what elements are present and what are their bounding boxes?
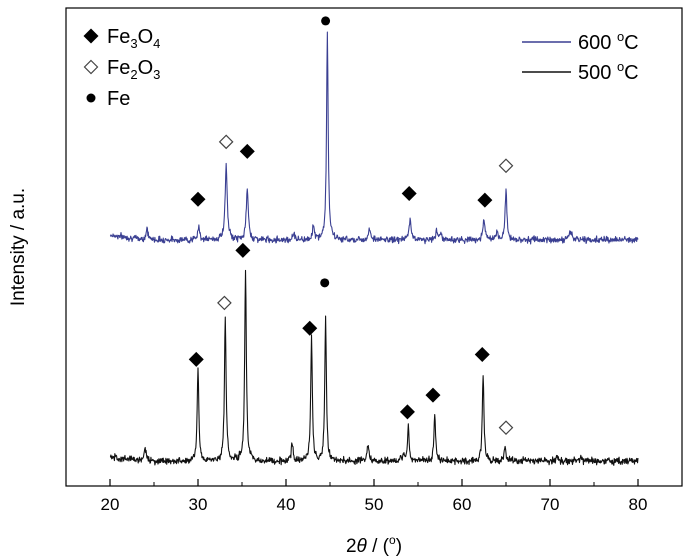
fe3o4-marker xyxy=(239,143,255,159)
legend-symbol-fe3o4 xyxy=(83,28,99,44)
fe3o4-marker xyxy=(425,387,441,403)
y-axis-title: Intensity / a.u. xyxy=(8,188,29,306)
fe3o4-marker xyxy=(188,351,204,367)
legend-label-fe: Fe xyxy=(107,88,130,110)
fe2o3-marker xyxy=(217,295,232,311)
x-tick-label: 70 xyxy=(541,495,560,514)
fe2o3-marker xyxy=(498,420,514,436)
x-tick-label: 50 xyxy=(365,495,384,514)
legend-label-600c: 600 oC xyxy=(578,29,639,54)
x-axis-title-var: 2 xyxy=(346,536,357,557)
x-axis-title-unit: o xyxy=(389,533,396,547)
legend-symbol-fe2o3 xyxy=(83,59,99,75)
fe3o4-marker xyxy=(302,320,318,336)
legend-label-fe2o3: Fe2O3 xyxy=(107,57,160,82)
phase-legend: Fe3O4 Fe2O3 Fe xyxy=(83,26,160,110)
series-line-600c xyxy=(109,31,639,245)
fe3o4-marker xyxy=(190,191,206,207)
fe3o4-marker xyxy=(235,242,251,258)
plot-area xyxy=(109,31,639,466)
fe3o4-marker xyxy=(401,185,417,201)
x-tick-label: 20 xyxy=(101,495,120,514)
phase-markers xyxy=(188,16,514,436)
legend-symbol-fe xyxy=(86,93,96,103)
x-tick-label: 40 xyxy=(277,495,296,514)
fe-marker xyxy=(320,278,330,288)
series-legend: 600 oC 500 oC xyxy=(522,29,639,84)
fe-marker xyxy=(321,16,331,26)
x-tick-label: 30 xyxy=(189,495,208,514)
fe3o4-marker xyxy=(399,404,415,420)
x-axis-title: 2θ / (o) xyxy=(346,533,402,557)
x-axis-title-rest: / ( xyxy=(367,536,390,557)
legend-label-500c: 500 oC xyxy=(578,59,639,84)
x-tick-label: 60 xyxy=(453,495,472,514)
legend-label-fe3o4: Fe3O4 xyxy=(107,26,160,51)
series-line-500c xyxy=(109,269,639,466)
fe2o3-marker xyxy=(218,134,234,150)
fe3o4-marker xyxy=(477,192,493,208)
x-axis: 20 30 40 50 60 70 80 xyxy=(101,479,648,514)
fe2o3-marker xyxy=(498,158,514,174)
x-tick-label: 80 xyxy=(629,495,648,514)
fe3o4-marker xyxy=(474,347,490,363)
x-axis-title-close: ) xyxy=(396,536,402,557)
x-axis-title-theta: θ xyxy=(357,536,368,557)
